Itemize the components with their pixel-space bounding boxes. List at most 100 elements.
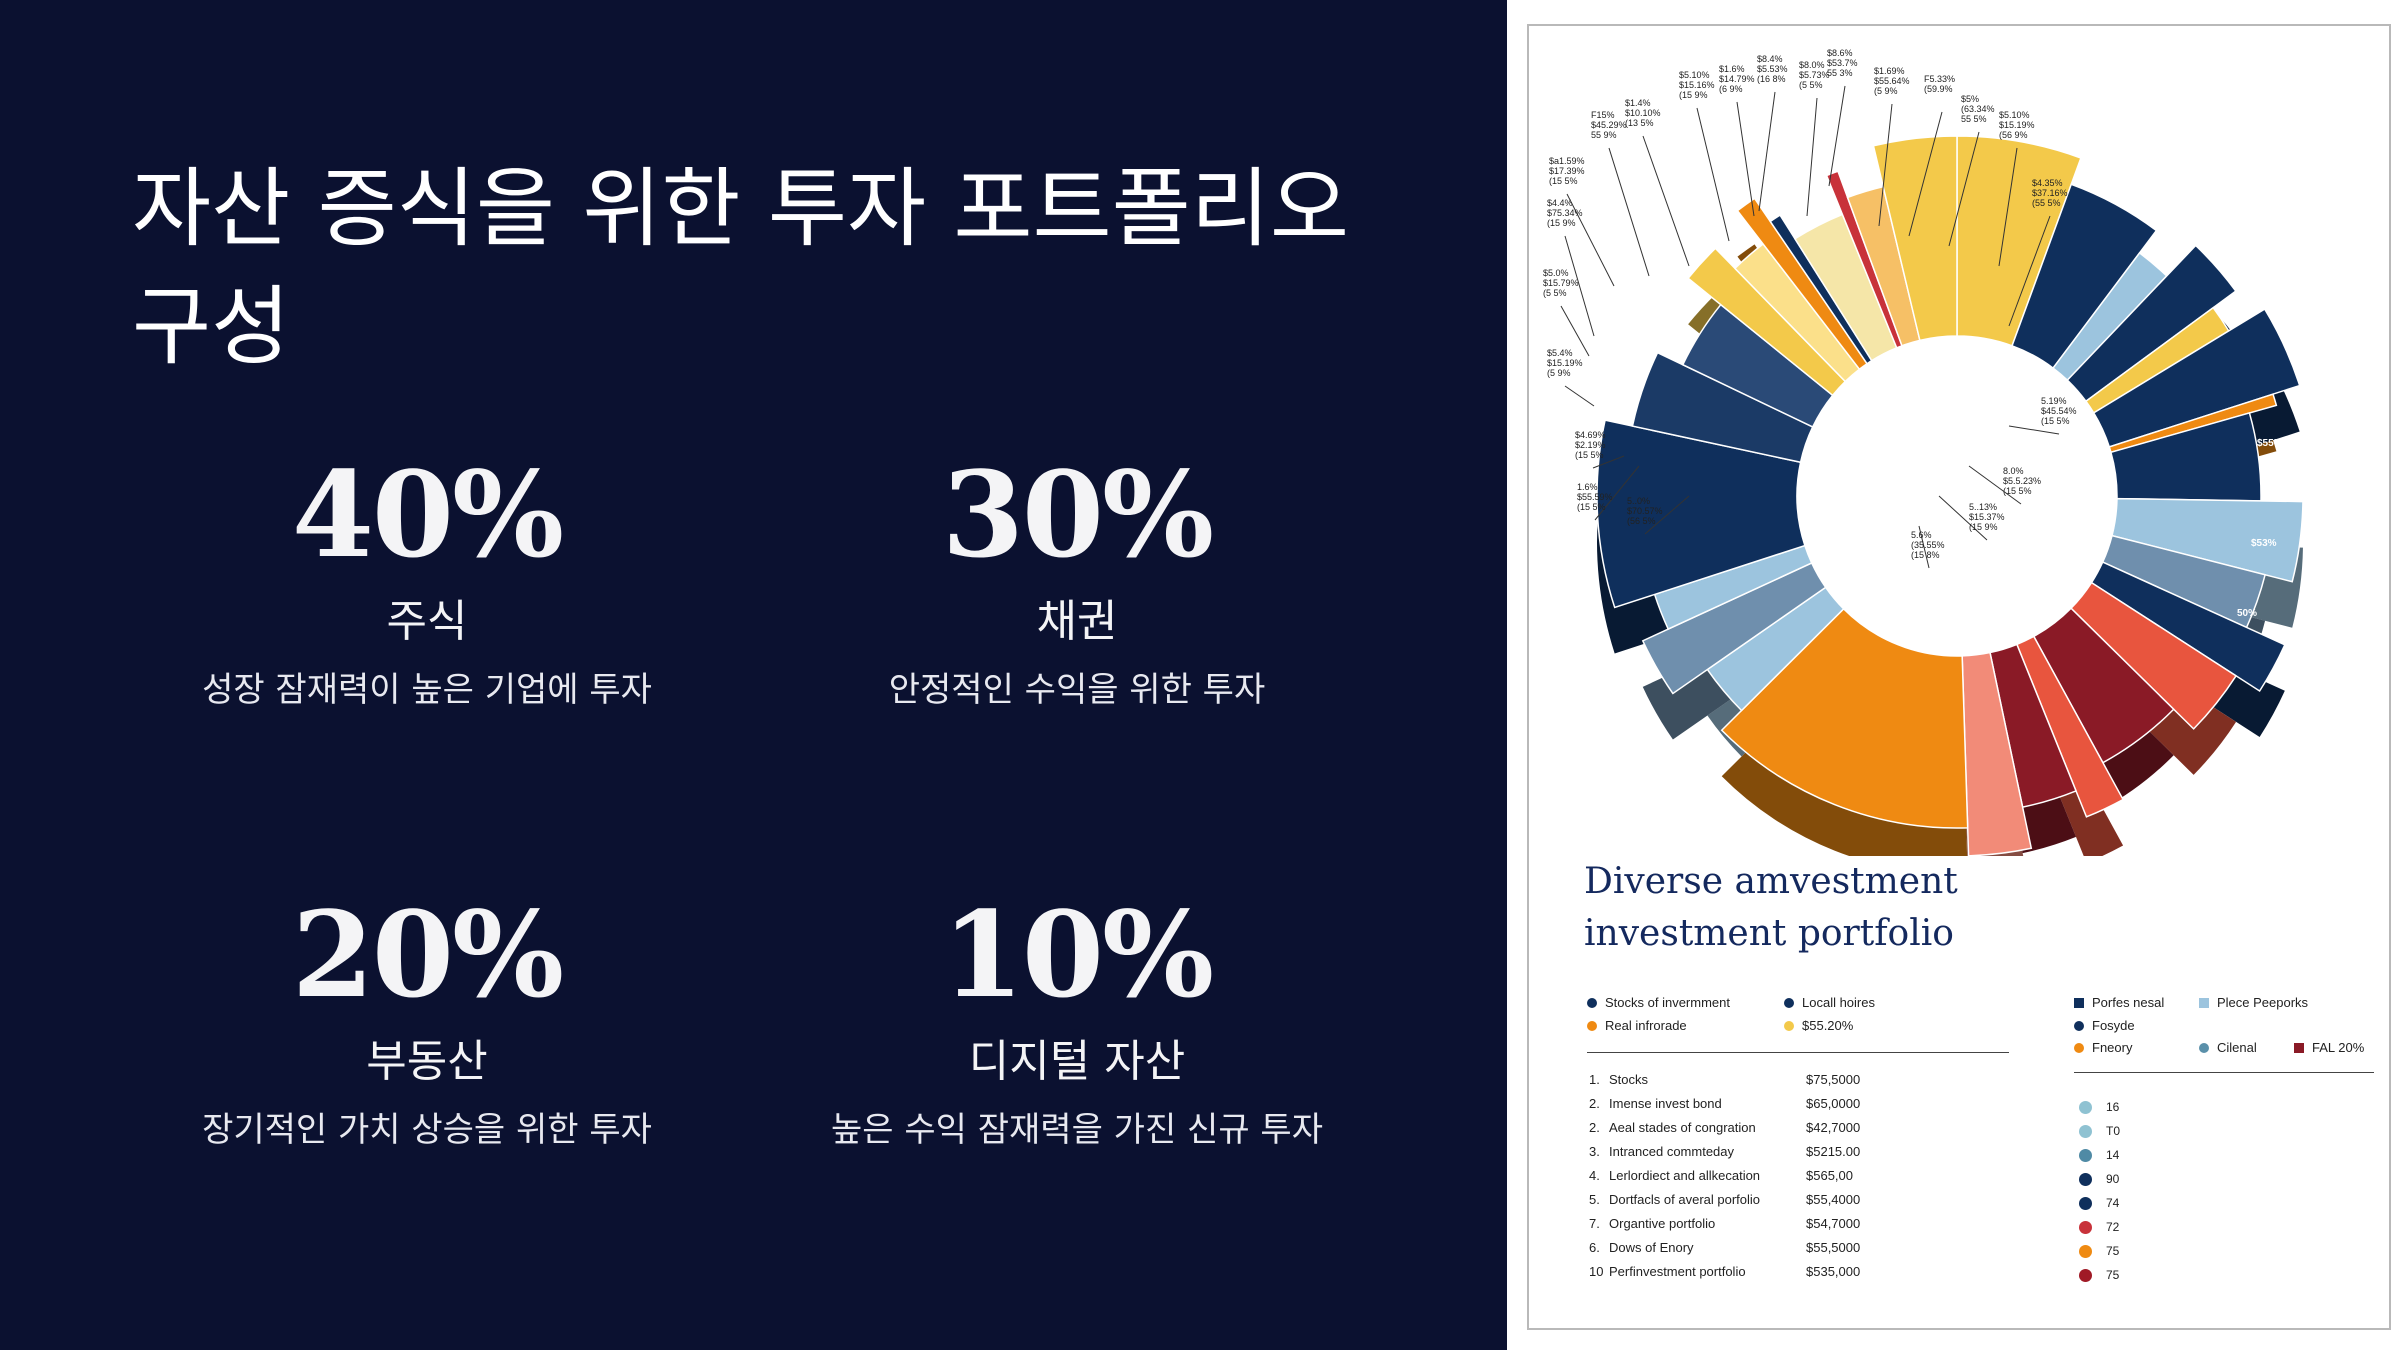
code-dot-icon (2079, 1148, 2092, 1162)
code-item: T0 (2079, 1120, 2159, 1142)
legend-label: Porfes nesal (2092, 995, 2165, 1010)
callout-leader-line (1564, 385, 1595, 407)
callout-label: (5 9% (1874, 86, 1898, 96)
stat-value: 20% (291, 885, 564, 1024)
legend-item: Fneory (2074, 1040, 2132, 1055)
table-row: 3. Intranced commteday $5215.00 (1589, 1144, 1889, 1166)
code-dot-icon (2079, 1124, 2092, 1138)
code-dot-icon (2079, 1268, 2092, 1282)
callout-leader-line (1560, 305, 1590, 357)
callout-label: (5 5% (1799, 80, 1823, 90)
code-label: 74 (2106, 1196, 2120, 1210)
callout-label: 8.0% (2003, 466, 2024, 476)
callout-label: $37.16% (2032, 188, 2068, 198)
table-row: 1. Stocks $75,5000 (1589, 1072, 1889, 1094)
legend-item: Stocks of invermment (1587, 995, 1730, 1010)
callout-label: 5..0% (1627, 496, 1650, 506)
row-name: Dows of Enory (1609, 1240, 1694, 1255)
divider (1587, 1052, 2009, 1053)
stat-bonds: 30% 채권 안정적인 수익을 위한 투자 (757, 450, 1397, 714)
callout-label: (15 5% (1577, 502, 1606, 512)
code-label: 14 (2106, 1148, 2120, 1162)
callout-label: $15.79% (1543, 278, 1579, 288)
row-number: 2. (1589, 1120, 1600, 1135)
callout-label: (35.55% (1911, 540, 1945, 550)
row-name: Organtive portfolio (1609, 1216, 1716, 1231)
callout-leader-line (1592, 455, 1625, 469)
callout-label: $8.0% (1799, 60, 1825, 70)
legend-item: Real infrorade (1587, 1018, 1687, 1033)
callout-label: $4.4% (1547, 198, 1573, 208)
callout-leader-line (2008, 215, 2051, 327)
row-number: 2. (1589, 1096, 1600, 1111)
callout-label: $1.6% (1719, 64, 1745, 74)
legend-item: $55.20% (1784, 1018, 1853, 1033)
callout-label: $14.79% (1719, 74, 1755, 84)
stat-label: 채권 (1036, 596, 1118, 647)
poster-title-line: investment portfolio (1584, 913, 1954, 954)
legend-dot-icon (1587, 997, 1597, 1008)
row-amount: $75,5000 (1806, 1072, 1861, 1087)
callout-label: (5 5% (1543, 288, 1567, 298)
stat-digital-assets: 10% 디지털 자산 높은 수익 잠재력을 가진 신규 투자 (757, 890, 1397, 1154)
code-label: 16 (2106, 1100, 2120, 1114)
slide-panel: 자산 증식을 위한 투자 포트폴리오 구성 40% 주식 성장 잠재력이 높은 … (0, 0, 1507, 1350)
callout-label: $55.59% (1577, 492, 1613, 502)
code-dot-icon (2079, 1220, 2092, 1234)
callout-label: (15 5% (2041, 416, 2070, 426)
stat-value: 40% (291, 445, 564, 584)
callout-label: $5.10% (1999, 110, 2030, 120)
code-item: 75 (2079, 1264, 2159, 1286)
callout-label: (55 5% (2032, 198, 2061, 208)
stat-description: 안정적인 수익을 위한 투자 (888, 670, 1266, 710)
callout-leader-line (1948, 131, 1980, 247)
callout-leader-line (1918, 525, 1930, 569)
legend-label: Fneory (2092, 1040, 2133, 1055)
code-item: 75 (2079, 1240, 2159, 1262)
code-label: 75 (2106, 1244, 2120, 1258)
legend-item: Porfes nesal (2074, 995, 2164, 1010)
code-label: 72 (2106, 1220, 2120, 1234)
row-name: Intranced commteday (1609, 1144, 1735, 1159)
callout-leader-line (1594, 465, 1640, 521)
stat-description: 장기적인 가치 상승을 위한 투자 (202, 1110, 652, 1150)
row-amount: $55,5000 (1806, 1240, 1861, 1255)
row-amount: $5215.00 (1806, 1144, 1861, 1159)
table-row: 6. Dows of Enory $55,5000 (1589, 1240, 1889, 1262)
code-dot-icon (2079, 1196, 2092, 1210)
segment-label: $55% (2257, 438, 2283, 449)
legend-item: Locall hoires (1784, 995, 1875, 1010)
table-row: 2. Imense invest bond $65,0000 (1589, 1096, 1889, 1118)
legend-dot-icon (2199, 1042, 2209, 1053)
legend-item: FAL 20% (2294, 1040, 2364, 1055)
callout-label: 55 3% (1827, 68, 1853, 78)
stat-description: 높은 수익 잠재력을 가진 신규 투자 (831, 1110, 1323, 1150)
callout-label: $5.10% (1679, 70, 1710, 80)
stat-real-estate: 20% 부동산 장기적인 가치 상승을 위한 투자 (107, 890, 747, 1154)
callout-label: F5.33% (1924, 74, 1955, 84)
legend-item: Fosyde (2074, 1018, 2135, 1033)
callout-leader-line (1564, 235, 1595, 337)
callout-label: $70.57% (1627, 506, 1663, 516)
callout-leader-line (1806, 97, 1818, 217)
callout-label: $45.29% (1591, 120, 1627, 130)
callout-label: (63.34% (1961, 104, 1995, 114)
table-row: 7. Organtive portfolio $54,7000 (1589, 1216, 1889, 1238)
poster-title: Diverse amvestment investment portfolio (1584, 856, 2144, 960)
table-row: 2. Aeal stades of congration $42,7000 (1589, 1120, 1889, 1142)
row-amount: $42,7000 (1806, 1120, 1861, 1135)
callout-leader-line (1696, 107, 1730, 242)
callout-leader-line (1608, 147, 1650, 277)
callout-leader-line (1908, 111, 1943, 237)
callout-label: (5 9% (1547, 368, 1571, 378)
row-name: Dortfacls of averal porfolio (1609, 1192, 1761, 1207)
segment-label: $53% (2251, 538, 2277, 549)
callout-label: $75.34% (1547, 208, 1583, 218)
row-amount: $54,7000 (1806, 1216, 1861, 1231)
legend-label: Real infrorade (1605, 1018, 1687, 1033)
stat-stocks: 40% 주식 성장 잠재력이 높은 기업에 투자 (107, 450, 747, 714)
row-amount: $55,4000 (1806, 1192, 1861, 1207)
legend-square-icon (2199, 997, 2209, 1008)
poster-panel: $8.4% $5.53% (16 8% $8.6% $53.7% 55 3% $8.0% $5… (1507, 0, 2400, 1350)
table-row: 4. Lerlordiect and allkecation $565,00 (1589, 1168, 1889, 1190)
